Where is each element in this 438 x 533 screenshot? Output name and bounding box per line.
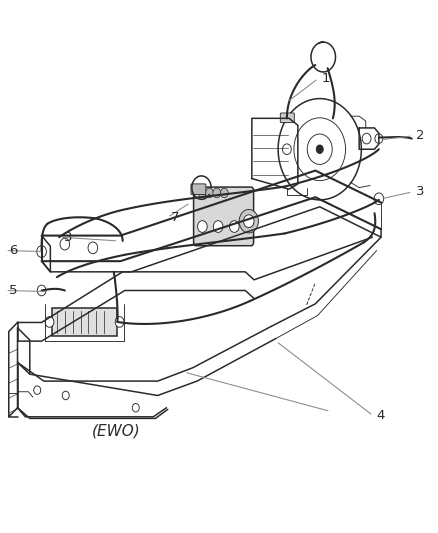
Text: 2: 2 bbox=[416, 130, 425, 142]
Circle shape bbox=[60, 238, 70, 250]
Circle shape bbox=[213, 221, 223, 232]
Text: 5: 5 bbox=[9, 284, 18, 297]
Circle shape bbox=[37, 246, 46, 257]
Text: (EWO): (EWO) bbox=[92, 423, 141, 438]
Circle shape bbox=[198, 188, 206, 198]
Circle shape bbox=[45, 317, 54, 327]
Circle shape bbox=[362, 133, 371, 144]
Circle shape bbox=[198, 221, 207, 232]
Text: 3: 3 bbox=[64, 231, 72, 244]
Circle shape bbox=[239, 209, 258, 233]
Text: 3: 3 bbox=[416, 185, 425, 198]
Circle shape bbox=[205, 188, 213, 198]
FancyBboxPatch shape bbox=[52, 308, 117, 336]
Circle shape bbox=[115, 317, 124, 327]
Circle shape bbox=[375, 134, 383, 143]
Circle shape bbox=[213, 188, 221, 198]
Circle shape bbox=[220, 188, 228, 198]
Circle shape bbox=[88, 242, 98, 254]
Circle shape bbox=[316, 145, 323, 154]
Text: 7: 7 bbox=[171, 211, 180, 224]
FancyBboxPatch shape bbox=[280, 113, 294, 123]
FancyBboxPatch shape bbox=[194, 187, 254, 246]
Circle shape bbox=[230, 221, 239, 232]
Circle shape bbox=[244, 215, 254, 228]
Circle shape bbox=[283, 144, 291, 155]
Text: 4: 4 bbox=[377, 409, 385, 422]
Text: 6: 6 bbox=[9, 244, 18, 257]
Circle shape bbox=[374, 193, 384, 205]
FancyBboxPatch shape bbox=[191, 184, 206, 195]
Text: 1: 1 bbox=[322, 72, 331, 85]
Circle shape bbox=[37, 285, 46, 296]
